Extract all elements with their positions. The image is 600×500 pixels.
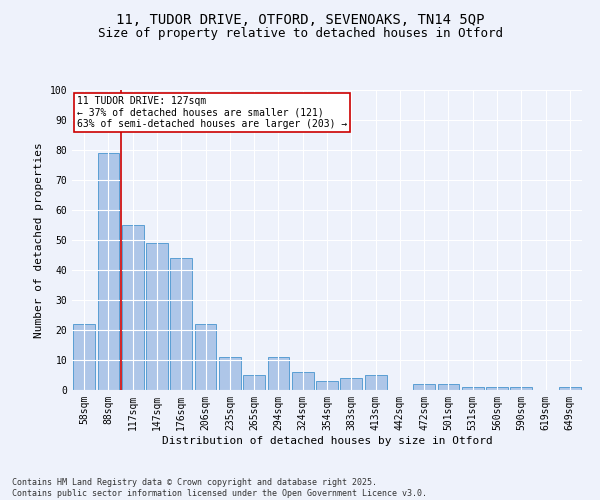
Bar [97,153,119,390]
Text: Size of property relative to detached houses in Otford: Size of property relative to detached ho… [97,28,503,40]
Bar [316,381,338,390]
Bar [170,258,192,390]
Bar [268,357,289,390]
Bar [486,387,508,390]
Bar [365,375,386,390]
Text: Contains HM Land Registry data © Crown copyright and database right 2025.
Contai: Contains HM Land Registry data © Crown c… [12,478,427,498]
Bar [292,372,314,390]
Bar [340,378,362,390]
Bar [511,387,532,390]
Bar [73,324,95,390]
Bar [462,387,484,390]
Y-axis label: Number of detached properties: Number of detached properties [34,142,44,338]
Bar [437,384,460,390]
Text: 11, TUDOR DRIVE, OTFORD, SEVENOAKS, TN14 5QP: 11, TUDOR DRIVE, OTFORD, SEVENOAKS, TN14… [116,12,484,26]
Bar [243,375,265,390]
Text: 11 TUDOR DRIVE: 127sqm
← 37% of detached houses are smaller (121)
63% of semi-de: 11 TUDOR DRIVE: 127sqm ← 37% of detached… [77,96,347,129]
Bar [559,387,581,390]
Bar [146,243,168,390]
Bar [194,324,217,390]
X-axis label: Distribution of detached houses by size in Otford: Distribution of detached houses by size … [161,436,493,446]
Bar [219,357,241,390]
Bar [122,225,143,390]
Bar [413,384,435,390]
